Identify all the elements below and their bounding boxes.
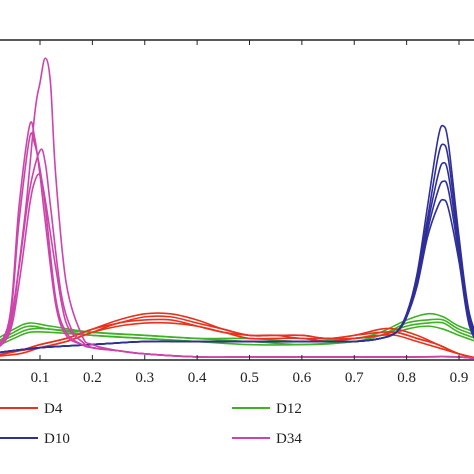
x-tick-label: 0.4 [188,370,207,386]
legend-label-d34: D34 [276,431,302,447]
x-tick-label: 0.8 [397,370,416,386]
legend-label-d4: D4 [44,401,63,417]
series-d10-curve-1 [0,124,474,354]
legend-label-d12: D12 [276,401,302,417]
x-tick-label: 0.2 [83,370,102,386]
x-tick-label: 0.7 [345,370,364,386]
x-tick-label: 0.5 [240,370,259,386]
legend-label-d10: D10 [44,431,70,447]
x-axis-ticks: 0.1 0.2 0.3 0.4 0.5 0.6 0.7 0.8 0.9 [31,40,469,386]
series-curves [0,57,474,360]
series-d34-curve-3 [0,132,474,360]
series-d34-curve-1 [0,57,474,360]
legend: D4 D10 D12 D34 [0,401,302,447]
series-d10-curve-5 [0,198,474,354]
series-d12-curve-4 [0,325,474,346]
series-d10-curve-2 [0,143,474,354]
series-d12-curve-3 [0,321,474,346]
x-tick-label: 0.6 [293,370,312,386]
series-d34-curve-4 [0,148,474,360]
x-tick-label: 0.1 [31,370,50,386]
x-tick-label: 0.3 [135,370,154,386]
plot-axes [0,39,474,361]
x-tick-label: 0.9 [450,370,469,386]
series-d12-curve-1 [0,312,474,343]
series-d4-curve-4 [0,321,474,359]
series-d34-curve-5 [0,173,474,360]
